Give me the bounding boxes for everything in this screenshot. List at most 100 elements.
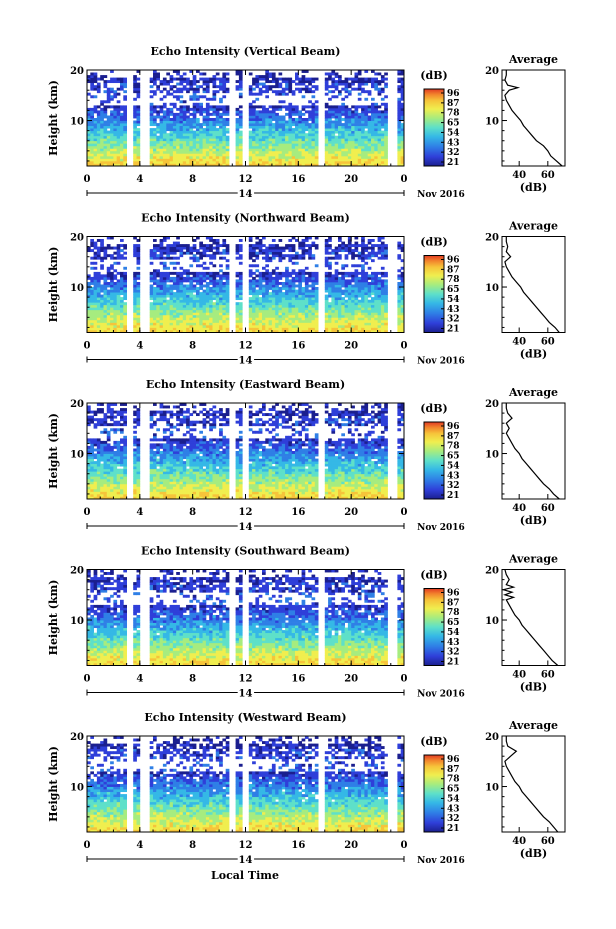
heatmap-cell — [281, 145, 286, 149]
heatmap-cell — [384, 299, 388, 303]
heatmap-cell — [123, 317, 127, 321]
heatmap-cell — [271, 271, 276, 275]
heatmap-cell — [314, 279, 319, 283]
heatmap-cell — [116, 138, 121, 142]
heatmap-cell — [275, 77, 279, 81]
heatmap-cell — [156, 279, 160, 283]
heatmap-cell — [110, 150, 114, 154]
heatmap-cell — [222, 160, 227, 164]
heatmap-cell — [291, 145, 296, 149]
heatmap-cell — [169, 287, 174, 290]
heatmap-cell — [255, 324, 260, 328]
heatmap-cell — [149, 319, 154, 323]
heatmap-cell — [87, 110, 91, 114]
heatmap-cell — [133, 292, 137, 296]
heatmap-cell — [186, 324, 190, 328]
heatmap-cell — [400, 92, 405, 96]
heatmap-cell — [156, 125, 160, 129]
heatmap-cell — [400, 322, 405, 326]
heatmap-cell — [301, 128, 306, 132]
heatmap-cell — [182, 112, 187, 116]
heatmap-cell — [275, 312, 279, 316]
heatmap-cell — [176, 271, 180, 275]
heatmap-cell — [328, 90, 332, 94]
heatmap-cell — [357, 135, 362, 139]
heatmap-cell — [324, 302, 329, 306]
heatmap-cell — [354, 140, 359, 144]
heatmap-cell — [110, 105, 114, 109]
heatmap-cell — [298, 324, 302, 328]
heatmap-cell — [199, 254, 203, 258]
heatmap-cell — [397, 254, 402, 258]
heatmap-cell — [123, 324, 127, 328]
heatmap-cell — [110, 307, 114, 311]
heatmap-cell — [133, 110, 137, 114]
heatmap-cell — [301, 256, 306, 260]
heatmap-cell — [304, 163, 309, 167]
heatmap-cell — [361, 236, 365, 240]
heatmap-cell — [96, 118, 101, 121]
heatmap-cell — [268, 246, 273, 250]
heatmap-cell — [116, 128, 121, 132]
heatmap-cell — [100, 77, 104, 81]
heatmap-cell — [281, 304, 286, 308]
heatmap-cell — [106, 80, 111, 84]
heatmap-cell — [212, 271, 217, 275]
heatmap-cell — [281, 133, 286, 137]
heatmap-cell — [110, 246, 114, 250]
heatmap-cell — [156, 312, 160, 316]
heatmap-cell — [324, 259, 329, 263]
heatmap-cell — [103, 128, 108, 132]
heatmap-cell — [311, 128, 316, 132]
heatmap-cell — [149, 85, 154, 89]
heatmap-cell — [314, 327, 319, 331]
heatmap-cell — [301, 118, 306, 121]
heatmap-cell — [288, 130, 293, 134]
heatmap-cell — [235, 297, 240, 301]
heatmap-cell — [153, 274, 157, 278]
heatmap-cell — [285, 77, 289, 81]
heatmap-cell — [328, 244, 332, 248]
heatmap-cell — [400, 90, 405, 94]
heatmap-cell — [271, 279, 276, 283]
heatmap-cell — [159, 155, 164, 159]
heatmap-cell — [347, 107, 352, 111]
heatmap-cell — [374, 148, 378, 152]
heatmap-cell — [209, 287, 213, 290]
heatmap-cell — [262, 150, 266, 154]
heatmap-cell — [295, 133, 299, 137]
heatmap-cell — [179, 77, 184, 81]
heatmap-cell — [278, 72, 283, 76]
heatmap-cell — [169, 80, 174, 84]
heatmap-cell — [120, 118, 124, 121]
heatmap-cell — [384, 105, 388, 109]
heatmap-cell — [120, 133, 124, 137]
heatmap-cell — [209, 135, 213, 139]
heatmap-cell — [298, 155, 302, 159]
heatmap-cell — [162, 110, 167, 114]
heatmap-cell — [248, 148, 253, 152]
heatmap-cell — [196, 297, 200, 301]
heatmap-cell — [212, 80, 217, 84]
heatmap-cell — [136, 284, 141, 288]
heatmap-cell — [291, 143, 296, 147]
heatmap-cell — [331, 80, 336, 84]
heatmap-cell — [347, 297, 352, 301]
heatmap-cell — [255, 244, 260, 248]
heatmap-cell — [377, 82, 382, 86]
heatmap-cell — [354, 314, 359, 318]
heatmap-cell — [334, 158, 339, 162]
heatmap-cell — [265, 128, 269, 132]
heatmap-cell — [169, 256, 174, 260]
heatmap-cell — [209, 292, 213, 296]
heatmap-cell — [87, 287, 91, 290]
heatmap-cell — [275, 282, 279, 285]
heatmap-cell — [87, 112, 91, 116]
heatmap-cell — [96, 90, 101, 94]
heatmap-cell — [328, 282, 332, 285]
heatmap-cell — [199, 105, 203, 109]
heatmap-cell — [285, 85, 289, 89]
heatmap-cell — [361, 294, 365, 298]
heatmap-cell — [255, 85, 260, 89]
heatmap-cell — [238, 319, 243, 323]
